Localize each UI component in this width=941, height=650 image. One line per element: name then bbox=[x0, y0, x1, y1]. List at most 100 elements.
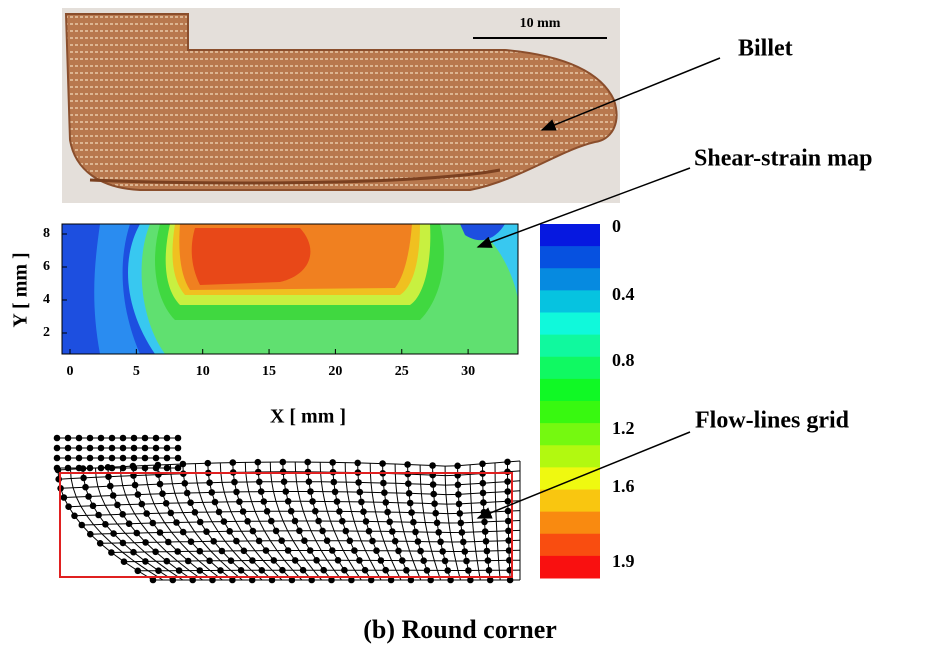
grid-node bbox=[307, 547, 314, 554]
grid-node bbox=[437, 539, 444, 546]
grid-node bbox=[205, 460, 212, 467]
grid-node bbox=[114, 502, 121, 509]
grid-line bbox=[138, 570, 520, 571]
grid-node bbox=[164, 445, 171, 452]
grid-node bbox=[153, 455, 160, 462]
colorbar-tick-label: 1.9 bbox=[612, 551, 635, 571]
grid-node bbox=[343, 528, 350, 535]
grid-node bbox=[309, 498, 316, 505]
grid-node bbox=[336, 508, 343, 515]
grid-node bbox=[455, 491, 462, 498]
grid-node bbox=[206, 479, 213, 486]
grid-node bbox=[324, 537, 331, 544]
grid-node bbox=[180, 529, 187, 536]
grid-node bbox=[306, 478, 313, 485]
grid-node bbox=[142, 539, 149, 546]
grid-node bbox=[165, 539, 172, 546]
grid-node bbox=[292, 557, 299, 564]
grid-node bbox=[356, 557, 363, 564]
grid-node bbox=[217, 567, 224, 574]
grid-node bbox=[482, 528, 489, 535]
colorbar-band bbox=[540, 401, 600, 424]
grid-node bbox=[209, 489, 216, 496]
colorbar-band bbox=[540, 423, 600, 446]
y-axis-label: Y [ mm ] bbox=[10, 252, 32, 327]
grid-node bbox=[228, 557, 235, 564]
grid-node bbox=[504, 478, 511, 485]
grid-node bbox=[335, 557, 342, 564]
grid-node bbox=[102, 521, 109, 528]
grid-node bbox=[351, 547, 358, 554]
grid-node bbox=[65, 445, 72, 452]
grid-node bbox=[406, 490, 413, 497]
grid-node bbox=[454, 463, 461, 470]
grid-node bbox=[256, 479, 263, 486]
colorbar-tick-label: 0 bbox=[612, 216, 621, 236]
caption: (b) Round corner bbox=[363, 615, 557, 644]
colorbar-band bbox=[540, 512, 600, 535]
grid-node bbox=[82, 484, 89, 491]
grid-node bbox=[221, 518, 228, 525]
shear-strain-map bbox=[62, 224, 518, 354]
grid-node bbox=[435, 529, 442, 536]
grid-node bbox=[460, 539, 467, 546]
grid-node bbox=[131, 435, 138, 442]
grid-node bbox=[264, 508, 271, 515]
grid-node bbox=[366, 528, 373, 535]
x-tick-label: 20 bbox=[328, 364, 342, 379]
grid-node bbox=[424, 567, 431, 574]
grid-node bbox=[329, 547, 336, 554]
grid-node bbox=[417, 548, 424, 555]
grid-node bbox=[399, 557, 406, 564]
grid-node bbox=[504, 459, 511, 466]
grid-node bbox=[283, 488, 290, 495]
grid-node bbox=[192, 509, 199, 516]
grid-node bbox=[358, 499, 365, 506]
colorbar-tick-label: 0.8 bbox=[612, 350, 635, 370]
grid-node bbox=[143, 510, 150, 517]
figure: 10 mm Billet Shear-strain map Flow-lines… bbox=[0, 0, 941, 650]
grid-node bbox=[173, 519, 180, 526]
grid-node bbox=[241, 548, 248, 555]
grid-node bbox=[281, 478, 288, 485]
grid-node bbox=[187, 499, 194, 506]
colorbar-band bbox=[540, 490, 600, 513]
grid-node bbox=[434, 520, 441, 527]
y-tick-label: 6 bbox=[43, 259, 50, 274]
colorbar-band bbox=[540, 224, 600, 247]
colorbar-tick-label: 0.4 bbox=[612, 284, 635, 304]
grid-node bbox=[175, 455, 182, 462]
grid-node bbox=[403, 567, 410, 574]
grid-node bbox=[110, 530, 117, 537]
grid-node bbox=[152, 549, 159, 556]
grid-node bbox=[484, 548, 491, 555]
grid-node bbox=[150, 520, 157, 527]
grid-node bbox=[305, 469, 312, 476]
grid-node bbox=[300, 567, 307, 574]
grid-line bbox=[61, 481, 520, 489]
grid-node bbox=[164, 558, 171, 565]
grid-node bbox=[231, 479, 238, 486]
colorbar-tick-label: 1.2 bbox=[612, 418, 635, 438]
x-tick-label: 15 bbox=[262, 364, 276, 379]
grid-node bbox=[142, 455, 149, 462]
grid-node bbox=[250, 528, 257, 535]
grid-node bbox=[130, 549, 137, 556]
grid-node bbox=[279, 567, 286, 574]
colorbar-band bbox=[540, 313, 600, 336]
y-tick-label: 2 bbox=[43, 325, 50, 340]
grid-node bbox=[130, 463, 137, 470]
grid-node bbox=[273, 528, 280, 535]
x-axis-label: X [ mm ] bbox=[270, 406, 346, 428]
grid-node bbox=[85, 493, 92, 500]
grid-node bbox=[404, 461, 411, 468]
grid-node bbox=[463, 558, 470, 565]
grid-node bbox=[76, 435, 83, 442]
grid-node bbox=[184, 490, 191, 497]
billet-photo: 10 mm bbox=[62, 8, 620, 203]
grid-node bbox=[481, 519, 488, 526]
grid-node bbox=[120, 540, 127, 547]
grid-node bbox=[373, 547, 380, 554]
grid-node bbox=[504, 488, 511, 495]
grid-node bbox=[163, 500, 170, 507]
